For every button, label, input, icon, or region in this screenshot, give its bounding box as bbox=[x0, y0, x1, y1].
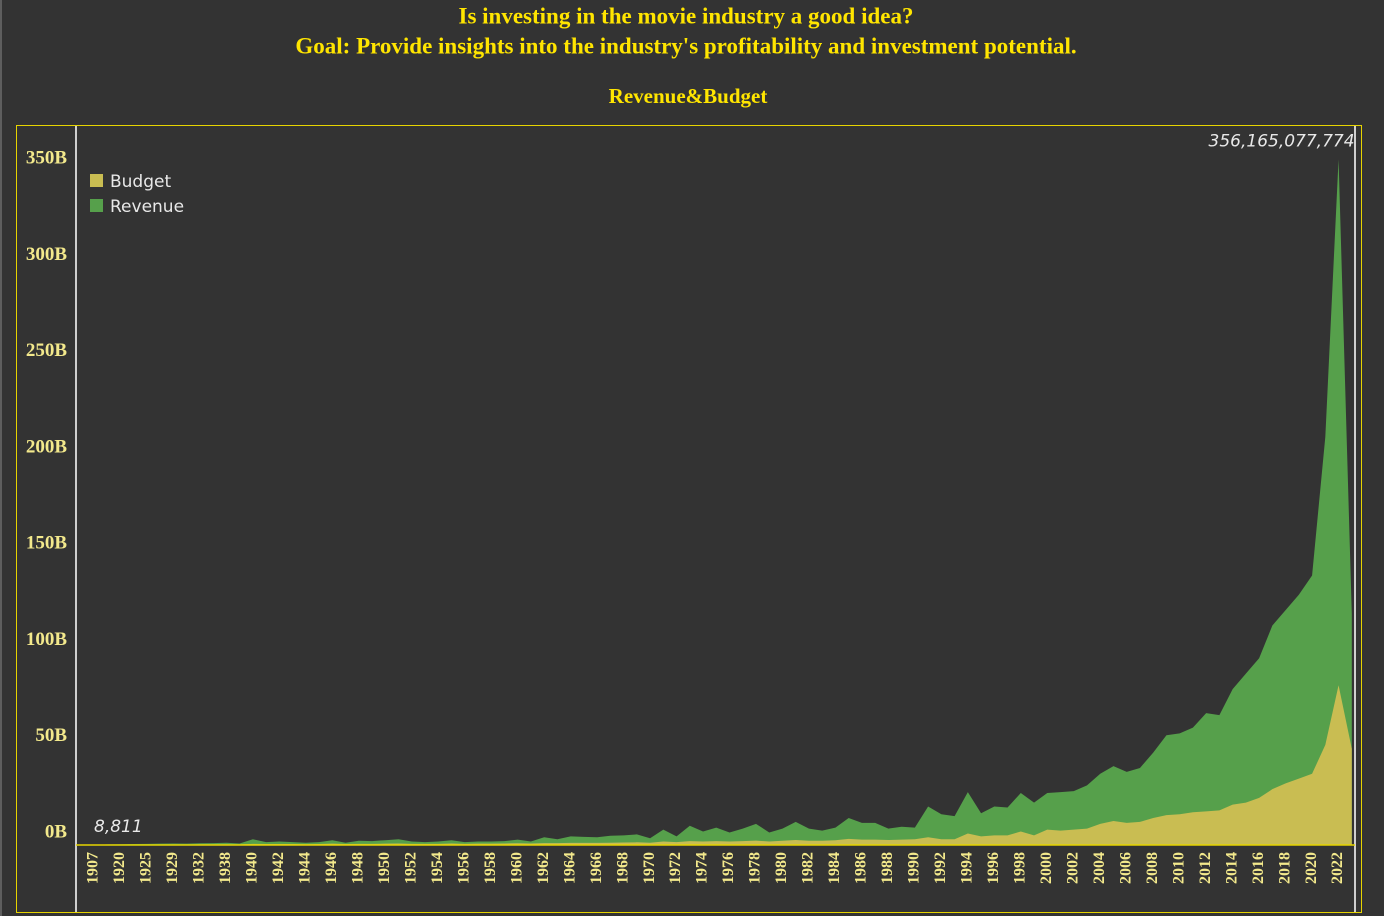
x-tick-label: 1946 bbox=[323, 852, 340, 884]
x-tick-label: 2016 bbox=[1250, 852, 1267, 884]
x-tick-label: 1958 bbox=[482, 852, 499, 884]
x-tick-label: 1964 bbox=[561, 852, 578, 884]
x-tick-label: 2022 bbox=[1329, 852, 1346, 884]
y-tick-label: 350B bbox=[26, 148, 68, 169]
x-tick-label: 1986 bbox=[853, 852, 870, 884]
x-tick-label: 1940 bbox=[244, 852, 261, 884]
x-tick-label: 1968 bbox=[614, 852, 631, 884]
title: Is investing in the movie industry a goo… bbox=[459, 3, 914, 28]
x-tick-label: 1974 bbox=[694, 852, 711, 884]
x-tick-label: 1944 bbox=[297, 852, 314, 884]
x-tick-label: 2010 bbox=[1170, 852, 1187, 884]
chart-title: Revenue&Budget bbox=[609, 84, 768, 108]
y-tick-label: 0B bbox=[45, 821, 68, 842]
y-tick-label: 300B bbox=[26, 244, 68, 265]
x-tick-label: 1998 bbox=[1011, 852, 1028, 884]
x-tick-label: 1990 bbox=[906, 852, 923, 884]
x-tick-label: 2012 bbox=[1197, 852, 1214, 884]
legend-label: Budget bbox=[110, 172, 171, 192]
y-tick-label: 100B bbox=[26, 629, 68, 650]
x-tick-label: 2020 bbox=[1303, 852, 1320, 884]
x-tick-label: 1982 bbox=[800, 852, 817, 884]
y-tick-label: 150B bbox=[26, 533, 68, 554]
legend-swatch bbox=[90, 199, 103, 212]
data-label: 8,811 bbox=[94, 817, 143, 837]
x-tick-label: 1938 bbox=[217, 852, 234, 884]
x-tick-label: 1907 bbox=[85, 852, 102, 884]
x-tick-label: 1960 bbox=[508, 852, 525, 884]
x-tick-label: 2002 bbox=[1064, 852, 1081, 884]
subtitle: Goal: Provide insights into the industry… bbox=[295, 33, 1076, 58]
x-tick-label: 2004 bbox=[1091, 852, 1108, 884]
x-tick-label: 1978 bbox=[747, 852, 764, 884]
x-tick-label: 1976 bbox=[720, 852, 737, 884]
y-tick-label: 50B bbox=[35, 725, 67, 746]
x-tick-label: 1996 bbox=[985, 852, 1002, 884]
x-tick-label: 1980 bbox=[773, 852, 790, 884]
plot bbox=[94, 159, 1352, 845]
x-tick-label: 1956 bbox=[455, 852, 472, 884]
x-tick-label: 1950 bbox=[376, 852, 393, 884]
x-tick-label: 1970 bbox=[641, 852, 658, 884]
x-tick-label: 1994 bbox=[959, 852, 976, 884]
x-tick-label: 1948 bbox=[349, 852, 366, 884]
x-tick-label: 1920 bbox=[111, 852, 128, 884]
y-tick-label: 250B bbox=[26, 340, 68, 361]
x-tick-label: 1932 bbox=[191, 852, 208, 884]
x-tick-label: 1925 bbox=[138, 852, 155, 884]
x-tick-label: 1992 bbox=[932, 852, 949, 884]
x-tick-label: 1929 bbox=[164, 852, 181, 884]
x-tick-label: 1952 bbox=[402, 852, 419, 884]
x-tick-label: 1966 bbox=[588, 852, 605, 884]
x-tick-label: 1988 bbox=[879, 852, 896, 884]
data-label: 356,165,077,774 bbox=[1209, 131, 1355, 151]
x-tick-label: 2018 bbox=[1276, 852, 1293, 884]
x-tick-label: 1962 bbox=[535, 852, 552, 884]
x-tick-label: 1954 bbox=[429, 852, 446, 884]
legend-swatch bbox=[90, 174, 103, 187]
chart-frame bbox=[16, 125, 1362, 913]
x-tick-label: 2000 bbox=[1038, 852, 1055, 884]
x-tick-label: 2006 bbox=[1117, 852, 1134, 884]
area bbox=[94, 685, 1352, 845]
x-tick-label: 2008 bbox=[1144, 852, 1161, 884]
area bbox=[94, 159, 1352, 845]
y-tick-label: 200B bbox=[26, 436, 68, 457]
legend-label: Revenue bbox=[110, 197, 184, 217]
x-tick-label: 1972 bbox=[667, 852, 684, 884]
x-tick-label: 2014 bbox=[1223, 852, 1240, 884]
x-tick-label: 1984 bbox=[826, 852, 843, 884]
x-tick-label: 1942 bbox=[270, 852, 287, 884]
